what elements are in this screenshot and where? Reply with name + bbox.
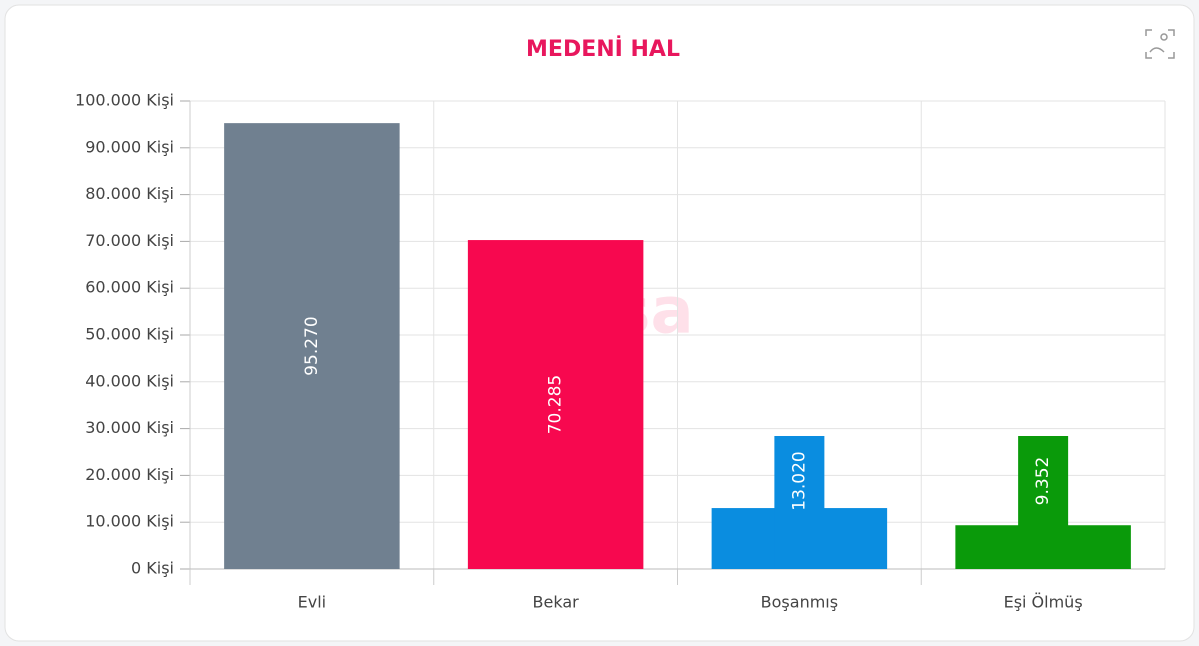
y-tick-label: 60.000 Kişi [85,278,174,297]
y-tick-label: 0 Kişi [131,559,174,578]
screenshot-icon[interactable] [1145,29,1175,59]
x-tick-label: Eşi Ölmüş [1004,593,1083,612]
x-tick-label: Evli [298,593,326,612]
data-label: 13.020 [789,451,809,510]
y-tick-label: 80.000 Kişi [85,184,174,203]
y-tick-label: 70.000 Kişi [85,231,174,250]
y-tick-label: 40.000 Kişi [85,371,174,390]
data-label-box [1018,436,1069,569]
data-label: 9.352 [1033,457,1053,506]
x-tick-label: Bekar [533,593,580,612]
y-tick-label: 20.000 Kişi [85,465,174,484]
y-tick-label: 100.000 Kişi [75,91,174,110]
data-label-box [774,436,825,569]
y-tick-label: 90.000 Kişi [85,137,174,156]
y-tick-label: 10.000 Kişi [85,512,174,531]
bar [224,123,400,569]
bar [467,240,644,569]
chart-title: MEDENİ HAL [526,36,680,62]
y-tick-label: 50.000 Kişi [85,325,174,344]
data-label: 95.270 [302,316,322,375]
x-tick-label: Boşanmış [761,593,838,612]
y-tick-label: 30.000 Kişi [85,418,174,437]
data-label: 70.285 [546,375,566,434]
